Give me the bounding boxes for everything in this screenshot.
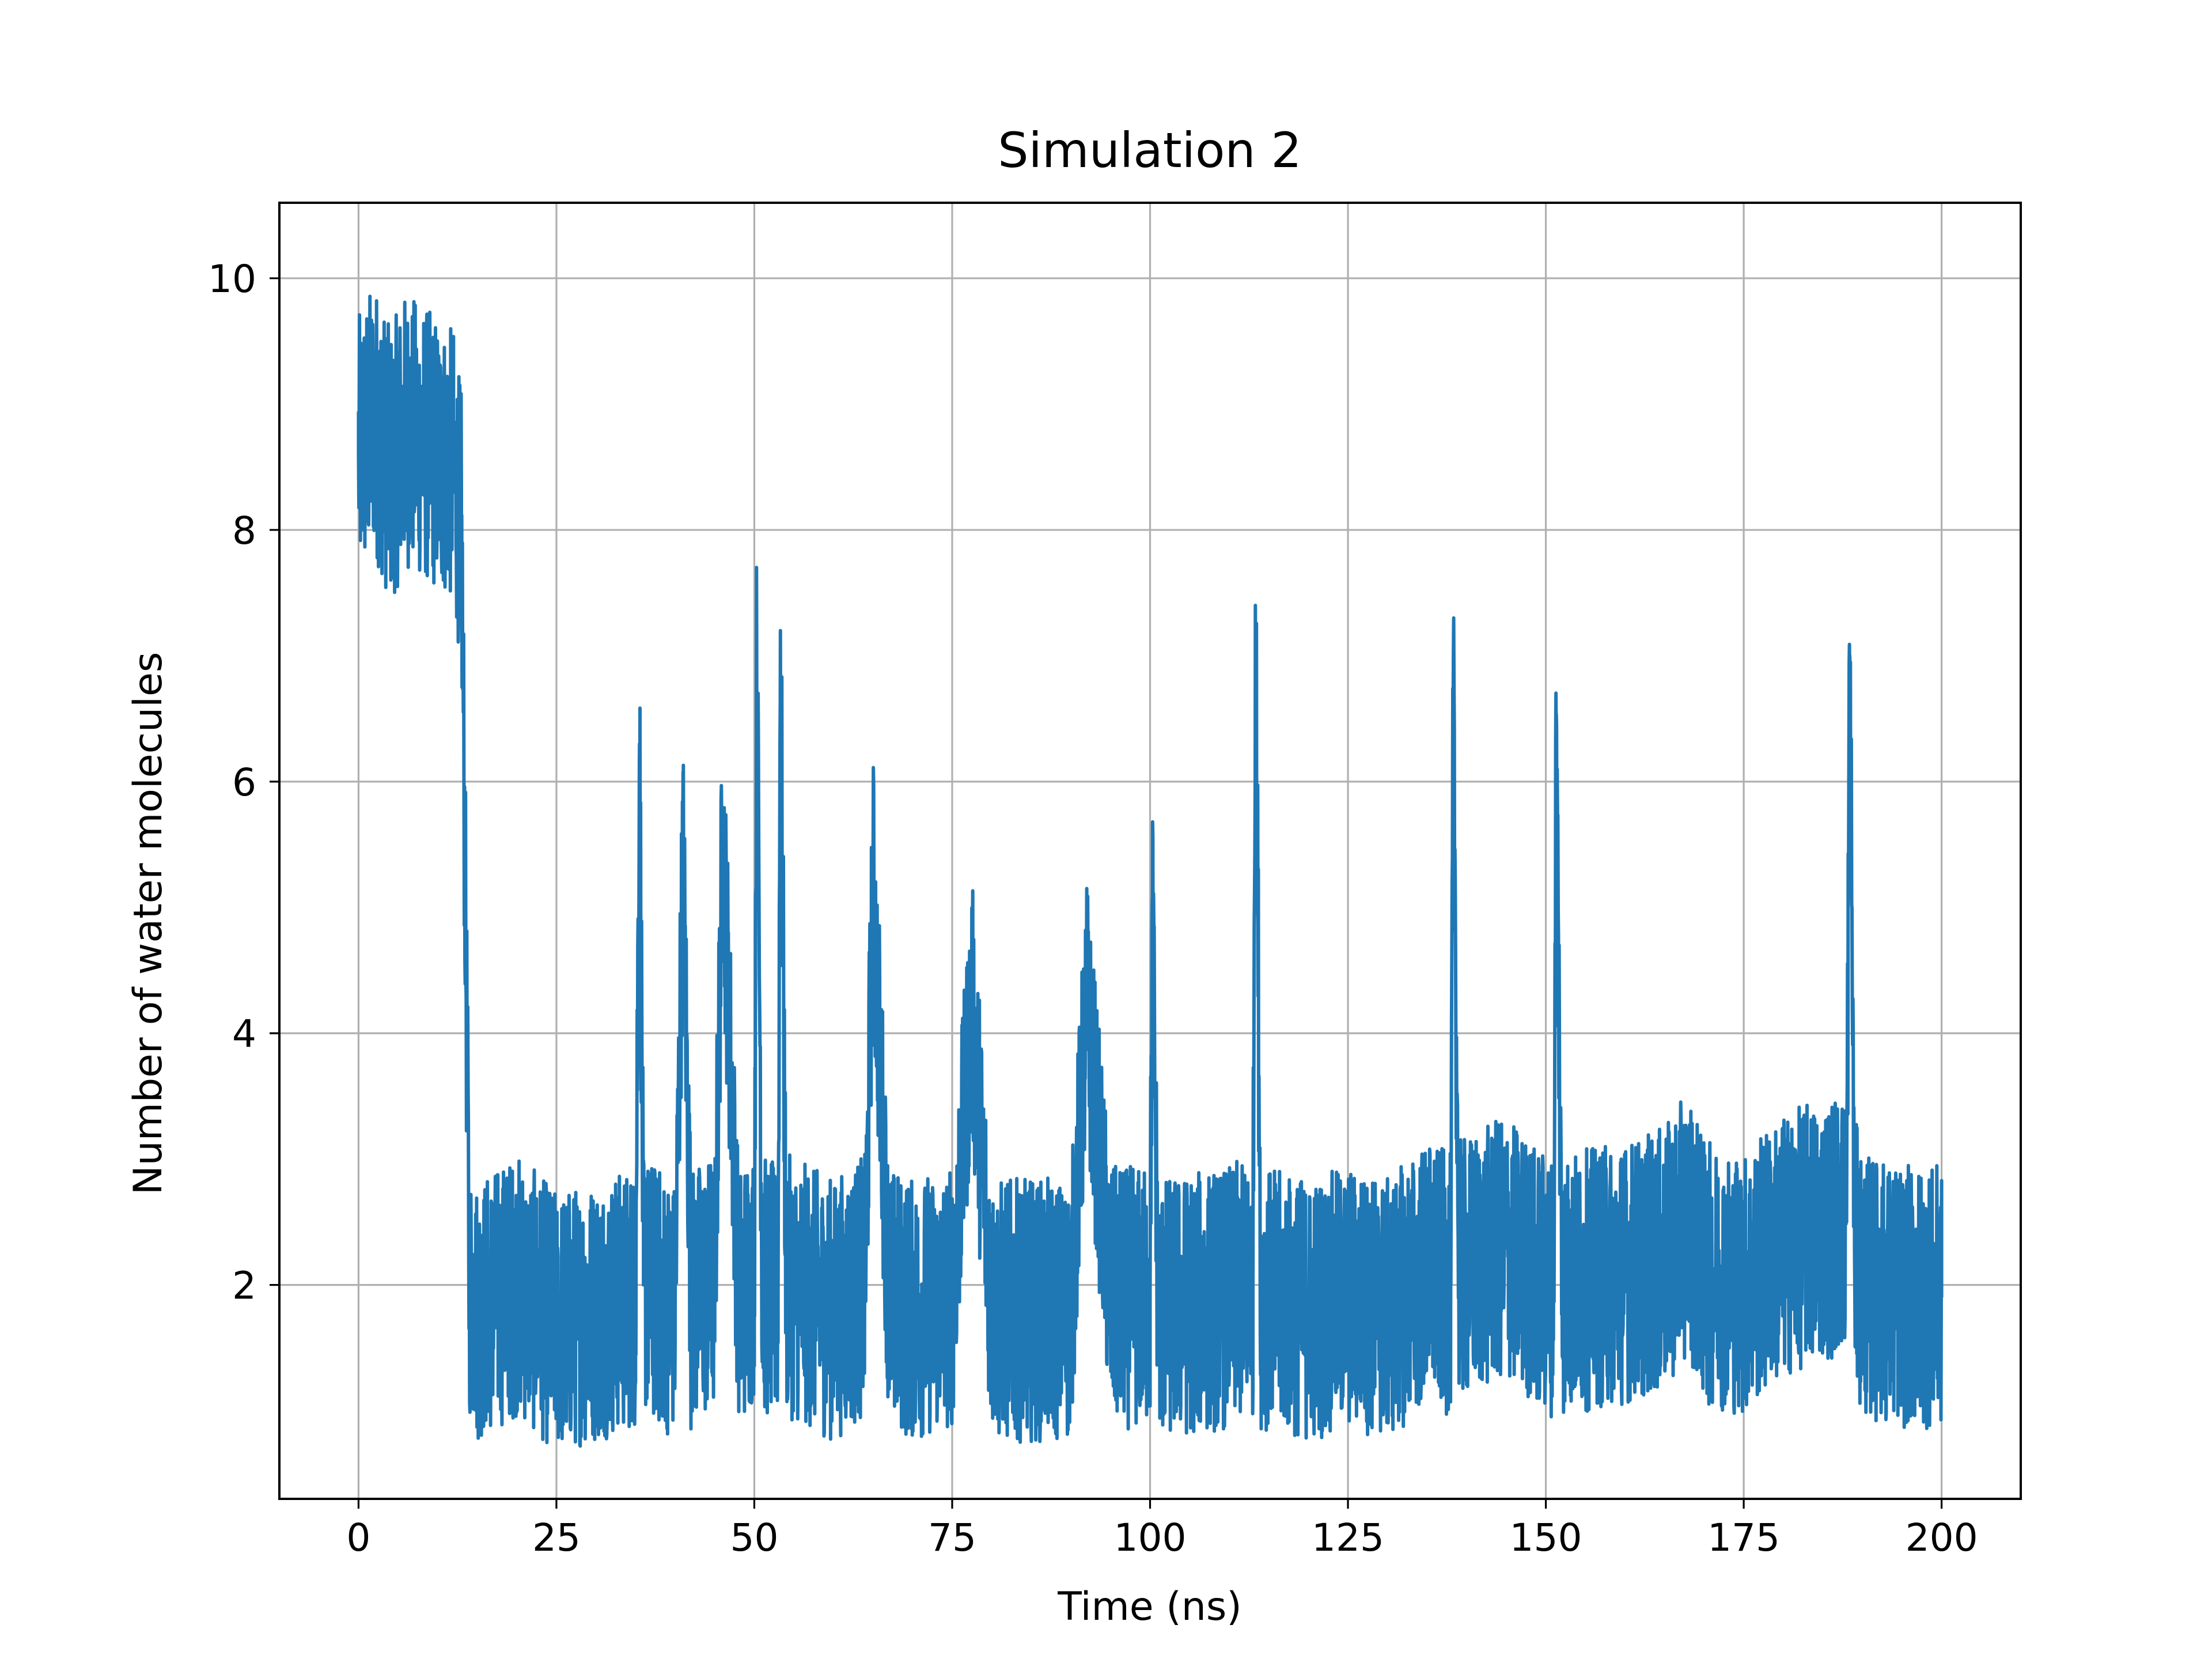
x-tick-label: 100: [1114, 1516, 1187, 1560]
tick-labels: 0 25 50 75 100 125 150 175 200 2 4 6 8 10: [208, 257, 1978, 1560]
y-tick-label: 2: [232, 1264, 256, 1308]
x-tick-label: 125: [1312, 1516, 1384, 1560]
tick-marks: [270, 277, 1943, 1509]
x-tick-label: 50: [730, 1516, 778, 1560]
y-tick-label: 4: [232, 1012, 256, 1056]
series-layer: [357, 294, 1944, 1448]
y-tick-label: 10: [208, 257, 256, 301]
x-tick-label: 75: [928, 1516, 976, 1560]
x-tick-label: 25: [532, 1516, 581, 1560]
y-axis-label: Number of water molecules: [126, 652, 171, 1195]
y-tick-label: 8: [232, 509, 256, 553]
x-tick-label: 0: [346, 1516, 370, 1560]
x-axis-label: Time (ns): [1057, 1584, 1242, 1630]
x-tick-label: 150: [1510, 1516, 1582, 1560]
y-tick-label: 6: [232, 760, 256, 805]
chart-title: Simulation 2: [998, 122, 1302, 179]
series-line: [357, 294, 1944, 1448]
x-tick-label: 175: [1707, 1516, 1780, 1560]
x-tick-label: 200: [1906, 1516, 1978, 1560]
